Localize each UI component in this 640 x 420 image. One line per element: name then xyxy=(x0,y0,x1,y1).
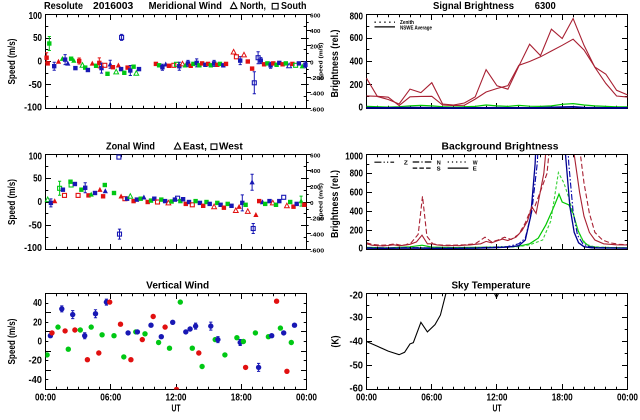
svg-text:-40: -40 xyxy=(29,375,43,386)
svg-text:100: 100 xyxy=(29,152,43,163)
svg-text:0: 0 xyxy=(359,102,364,113)
svg-text:-600: -600 xyxy=(310,248,324,254)
svg-text:W: W xyxy=(473,160,478,166)
svg-text:UT: UT xyxy=(172,404,181,415)
svg-text:Speed (m/s): Speed (m/s) xyxy=(7,319,18,365)
svg-text:E: E xyxy=(473,167,477,173)
svg-text:600: 600 xyxy=(350,188,364,199)
svg-text:-200: -200 xyxy=(310,76,324,82)
svg-text:NSWE Average: NSWE Average xyxy=(400,25,432,31)
svg-text:Signal Brightness: Signal Brightness xyxy=(433,1,515,12)
svg-text:-50: -50 xyxy=(29,80,43,91)
svg-text:06:00: 06:00 xyxy=(100,393,121,404)
svg-text:Speed (m/s): Speed (m/s) xyxy=(319,42,325,80)
svg-text:South: South xyxy=(281,1,307,12)
svg-text:-30: -30 xyxy=(350,313,364,324)
svg-text:12:00: 12:00 xyxy=(166,393,187,404)
svg-text:North,: North, xyxy=(240,1,266,12)
svg-text:Speed (m/s): Speed (m/s) xyxy=(319,183,325,221)
svg-text:Meridional Wind: Meridional Wind xyxy=(149,1,222,12)
svg-text:12:00: 12:00 xyxy=(487,393,508,404)
svg-text:00:00: 00:00 xyxy=(35,393,56,404)
svg-text:600: 600 xyxy=(350,33,364,44)
svg-text:600: 600 xyxy=(310,13,320,19)
svg-text:0: 0 xyxy=(38,197,43,208)
svg-text:Zenith: Zenith xyxy=(400,20,414,26)
svg-text:0: 0 xyxy=(310,201,313,207)
svg-text:UT: UT xyxy=(493,404,502,415)
svg-text:N: N xyxy=(437,160,441,166)
svg-text:400: 400 xyxy=(310,169,320,175)
svg-text:800: 800 xyxy=(350,169,364,180)
svg-text:400: 400 xyxy=(310,29,320,35)
svg-text:Brightness (rel.): Brightness (rel.) xyxy=(330,170,341,238)
svg-text:Sky Temperature: Sky Temperature xyxy=(452,281,532,292)
svg-text:Brightness (rel.): Brightness (rel.) xyxy=(330,30,341,98)
svg-text:-50: -50 xyxy=(29,221,43,232)
svg-text:6300: 6300 xyxy=(535,1,557,12)
svg-text:400: 400 xyxy=(350,57,364,68)
svg-text:20: 20 xyxy=(33,317,42,328)
svg-text:18:00: 18:00 xyxy=(231,393,252,404)
svg-text:Speed (m/s): Speed (m/s) xyxy=(7,39,18,85)
svg-text:-400: -400 xyxy=(310,232,324,238)
svg-text:Vertical Wind: Vertical Wind xyxy=(146,281,209,292)
svg-text:0: 0 xyxy=(38,57,43,68)
svg-text:Resolute: Resolute xyxy=(44,1,84,12)
svg-text:200: 200 xyxy=(350,80,364,91)
svg-text:400: 400 xyxy=(350,207,364,218)
svg-text:800: 800 xyxy=(350,11,364,22)
svg-text:0: 0 xyxy=(310,60,313,66)
svg-text:00:00: 00:00 xyxy=(356,393,377,404)
svg-text:00:00: 00:00 xyxy=(296,393,317,404)
svg-text:18:00: 18:00 xyxy=(552,393,573,404)
svg-text:100: 100 xyxy=(29,11,43,22)
svg-text:-50: -50 xyxy=(350,361,364,372)
svg-text:-60: -60 xyxy=(350,383,364,394)
svg-text:50: 50 xyxy=(33,173,42,184)
svg-text:(K): (K) xyxy=(331,336,342,348)
svg-text:200: 200 xyxy=(350,226,364,237)
svg-text:0: 0 xyxy=(359,243,364,254)
svg-text:Speed (m/s): Speed (m/s) xyxy=(7,179,18,225)
svg-text:East,: East, xyxy=(183,142,207,153)
svg-text:S: S xyxy=(437,167,441,173)
svg-text:-100: -100 xyxy=(24,103,42,114)
svg-text:Background Brightness: Background Brightness xyxy=(442,142,560,153)
svg-text:-40: -40 xyxy=(350,337,364,348)
svg-text:06:00: 06:00 xyxy=(421,393,442,404)
svg-text:-400: -400 xyxy=(310,92,324,98)
svg-text:West: West xyxy=(219,142,243,153)
svg-text:-100: -100 xyxy=(24,243,42,254)
svg-text:600: 600 xyxy=(310,153,320,159)
svg-text:200: 200 xyxy=(310,45,320,51)
svg-text:Z: Z xyxy=(404,161,409,167)
svg-text:-200: -200 xyxy=(310,217,324,223)
svg-text:Zonal Wind: Zonal Wind xyxy=(106,142,155,153)
svg-text:-600: -600 xyxy=(310,107,324,113)
svg-text:00:00: 00:00 xyxy=(617,393,638,404)
svg-text:-20: -20 xyxy=(350,290,364,301)
svg-text:40: 40 xyxy=(33,298,42,309)
svg-text:2016003: 2016003 xyxy=(93,1,134,12)
svg-text:50: 50 xyxy=(33,33,42,44)
svg-text:0: 0 xyxy=(38,337,43,348)
svg-text:-20: -20 xyxy=(29,356,43,367)
svg-text:200: 200 xyxy=(310,185,320,191)
svg-text:1000: 1000 xyxy=(345,151,363,162)
